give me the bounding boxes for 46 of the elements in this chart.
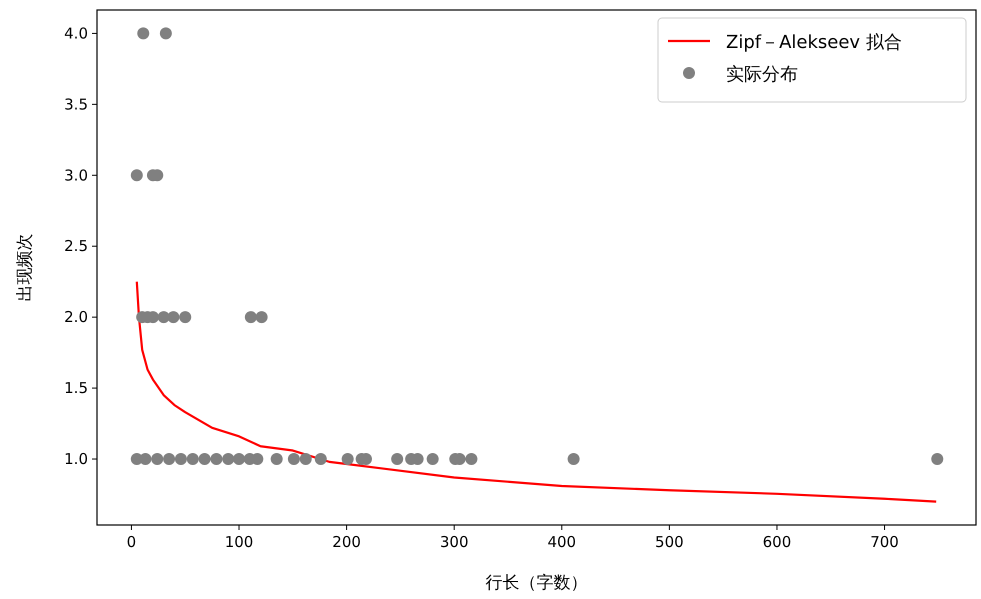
point <box>391 453 404 466</box>
point <box>568 453 580 466</box>
y-axis-title: 出现频次 <box>15 234 35 302</box>
point <box>210 453 222 466</box>
point <box>270 453 283 466</box>
x-tick-label: 300 <box>440 533 469 551</box>
y-tick-label: 2.5 <box>64 237 88 256</box>
point <box>163 453 176 466</box>
point <box>931 453 944 466</box>
x-tick-label: 600 <box>762 533 792 551</box>
point <box>288 453 300 466</box>
point <box>174 453 187 466</box>
y-tick-label: 1.0 <box>64 450 88 468</box>
point <box>198 453 211 466</box>
x-tick-label: 500 <box>655 533 684 551</box>
line-series <box>136 280 938 503</box>
point <box>244 311 257 324</box>
point <box>300 453 312 466</box>
y-tick-label: 2.0 <box>64 308 88 326</box>
point <box>160 27 172 40</box>
point <box>256 311 268 324</box>
point <box>179 311 192 324</box>
x-tick-label: 0 <box>126 533 136 551</box>
point <box>151 453 164 466</box>
y-tick-label: 1.5 <box>64 379 88 398</box>
x-tick-label: 100 <box>224 533 254 551</box>
point <box>314 453 327 466</box>
point <box>465 453 478 466</box>
x-tick-label: 700 <box>870 533 899 551</box>
point <box>137 27 150 40</box>
y-tick-label: 3.5 <box>64 95 88 114</box>
legend-label: Zipf－Alekseev 拟合 <box>726 32 902 53</box>
point <box>426 453 439 466</box>
point <box>167 311 180 324</box>
point <box>342 453 354 466</box>
x-tick-label: 400 <box>547 533 576 551</box>
y-tick-label: 4.0 <box>64 24 88 42</box>
point <box>158 311 170 324</box>
x-tick-label: 200 <box>332 533 361 551</box>
y-tick-label: 3.0 <box>64 166 88 184</box>
legend-label: 实际分布 <box>726 64 798 85</box>
x-axis-title: 行长（字数） <box>486 573 588 593</box>
point <box>222 453 234 466</box>
point <box>130 169 143 182</box>
point <box>186 453 199 466</box>
point <box>233 453 246 466</box>
